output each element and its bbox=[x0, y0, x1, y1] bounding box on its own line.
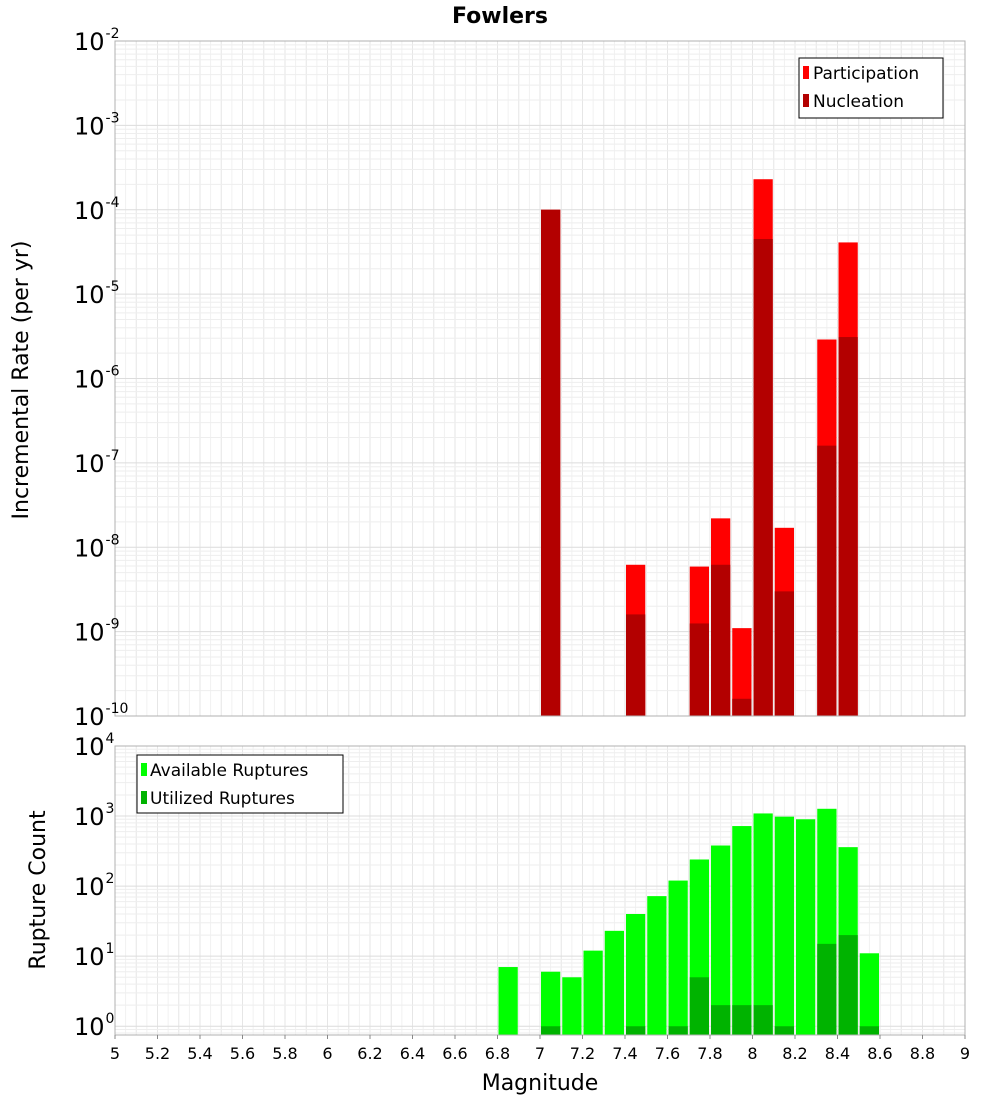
x-tick-label: 5.8 bbox=[272, 1044, 297, 1063]
available-ruptures-bar bbox=[732, 826, 752, 1035]
nucleation-bar bbox=[626, 614, 646, 716]
top-grid bbox=[114, 40, 966, 717]
top-y-tick-label: 10-8 bbox=[74, 532, 120, 562]
nucleation-bar bbox=[732, 698, 752, 716]
legend-label-utilized: Utilized Ruptures bbox=[150, 789, 295, 809]
available-ruptures-bar bbox=[647, 896, 667, 1035]
bottom-legend-box bbox=[136, 754, 344, 814]
x-tick-label: 7 bbox=[535, 1044, 545, 1063]
x-tick-label: 6.6 bbox=[442, 1044, 467, 1063]
x-tick-label: 7.6 bbox=[655, 1044, 680, 1063]
bottom-y-tick-label: 104 bbox=[74, 731, 115, 761]
incremental-rate-panel: 10-2 10-3 10-4 10-5 10-6 10-7 10-8 10-9 10-10 Fo… bbox=[9, 4, 966, 731]
legend-swatch-utilized bbox=[141, 791, 147, 804]
top-y-tick-label: 10-9 bbox=[74, 617, 120, 647]
x-tick-label: 7.2 bbox=[570, 1044, 595, 1063]
x-tick-label: 8.4 bbox=[825, 1044, 850, 1063]
x-tick-label: 8.8 bbox=[910, 1044, 935, 1063]
utilized-ruptures-bar bbox=[732, 1005, 752, 1035]
utilized-ruptures-bar bbox=[859, 1026, 879, 1035]
x-tick-label: 7.8 bbox=[697, 1044, 722, 1063]
bottom-legend: Available Ruptures Utilized Ruptures bbox=[136, 754, 344, 814]
utilized-ruptures-bar bbox=[774, 1026, 794, 1035]
nucleation-bar bbox=[817, 445, 837, 716]
bottom-y-tick-label: 102 bbox=[74, 871, 114, 901]
nucleation-bar bbox=[541, 209, 561, 716]
x-tick-label: 6 bbox=[322, 1044, 332, 1063]
x-tick-label: 5 bbox=[110, 1044, 120, 1063]
available-ruptures-bar bbox=[668, 880, 688, 1035]
top-y-tick-label: 10-5 bbox=[74, 279, 120, 309]
utilized-ruptures-bar bbox=[689, 977, 709, 1035]
top-y-tick-labels: 10-2 10-3 10-4 10-5 10-6 10-7 10-8 10-9 10-10 bbox=[74, 26, 128, 731]
nucleation-bar bbox=[838, 337, 858, 716]
utilized-ruptures-bar bbox=[626, 1026, 646, 1035]
top-y-tick-label: 10-7 bbox=[74, 448, 120, 478]
bottom-y-tick-label: 100 bbox=[74, 1011, 114, 1041]
top-plot-frame bbox=[114, 40, 966, 717]
available-ruptures-bar bbox=[774, 816, 794, 1035]
available-ruptures-bar bbox=[541, 971, 561, 1035]
available-ruptures-bar bbox=[796, 819, 816, 1035]
x-tick-label: 8 bbox=[747, 1044, 757, 1063]
participation-bar bbox=[732, 628, 752, 716]
nucleation-bar bbox=[753, 239, 773, 716]
available-ruptures-bar bbox=[498, 967, 518, 1035]
x-tick-label: 5.6 bbox=[230, 1044, 255, 1063]
available-ruptures-bar bbox=[626, 914, 646, 1035]
x-tick-label: 8.6 bbox=[867, 1044, 892, 1063]
top-y-tick-label: 10-10 bbox=[74, 701, 128, 731]
top-bars bbox=[541, 179, 858, 716]
x-tick-label: 6.2 bbox=[357, 1044, 382, 1063]
x-tick-label: 6.4 bbox=[400, 1044, 425, 1063]
top-y-tick-label: 10-6 bbox=[74, 364, 120, 394]
legend-label-nucleation: Nucleation bbox=[813, 92, 904, 112]
top-legend: Participation Nucleation bbox=[798, 57, 944, 119]
available-ruptures-bar bbox=[753, 813, 773, 1035]
available-ruptures-bar bbox=[711, 845, 731, 1035]
nucleation-bar bbox=[774, 591, 794, 716]
x-tick-label: 5.2 bbox=[145, 1044, 170, 1063]
x-tick-labels: 5 5.2 5.4 5.6 5.8 6 6.2 6.4 6.6 6.8 7 7.2 7.4 7.6 7.8 8… bbox=[110, 1035, 970, 1063]
utilized-ruptures-bar bbox=[817, 943, 837, 1035]
top-y-tick-label: 10-2 bbox=[74, 26, 120, 56]
utilized-ruptures-bar bbox=[668, 1026, 688, 1035]
utilized-ruptures-bar bbox=[838, 935, 858, 1035]
chart-title: Fowlers bbox=[452, 4, 548, 29]
bottom-bars bbox=[498, 808, 879, 1035]
available-ruptures-bar bbox=[859, 953, 879, 1035]
rupture-count-panel: 104 103 102 101 100 5 5.2 5.4 5.6 5.8 6 6.2 6.4 6.6 6… bbox=[26, 731, 970, 1096]
bottom-y-tick-labels: 104 103 102 101 100 bbox=[74, 731, 115, 1041]
bottom-y-axis-label: Rupture Count bbox=[26, 810, 51, 970]
nucleation-bar bbox=[711, 564, 731, 716]
legend-swatch-nucleation bbox=[803, 94, 809, 107]
x-tick-label: 5.4 bbox=[187, 1044, 212, 1063]
top-y-tick-label: 10-3 bbox=[74, 110, 120, 140]
utilized-ruptures-bar bbox=[541, 1026, 561, 1035]
top-y-tick-label: 10-4 bbox=[74, 195, 120, 225]
utilized-ruptures-bar bbox=[753, 1005, 773, 1035]
top-y-axis-label: Incremental Rate (per yr) bbox=[9, 241, 34, 520]
bottom-y-tick-label: 103 bbox=[74, 801, 114, 831]
available-ruptures-bar bbox=[583, 950, 603, 1035]
bottom-y-tick-label: 101 bbox=[74, 941, 114, 971]
nucleation-bar bbox=[689, 623, 709, 716]
x-axis-label: Magnitude bbox=[482, 1071, 599, 1096]
available-ruptures-bar bbox=[562, 977, 582, 1035]
available-ruptures-bar bbox=[604, 930, 624, 1035]
legend-label-participation: Participation bbox=[813, 64, 919, 84]
top-legend-box bbox=[798, 57, 944, 119]
x-tick-label: 9 bbox=[960, 1044, 970, 1063]
legend-swatch-participation bbox=[803, 66, 809, 79]
x-tick-label: 6.8 bbox=[485, 1044, 510, 1063]
x-tick-label: 8.2 bbox=[782, 1044, 807, 1063]
x-tick-label: 7.4 bbox=[612, 1044, 637, 1063]
legend-label-available: Available Ruptures bbox=[150, 761, 308, 781]
legend-swatch-available bbox=[141, 763, 147, 776]
utilized-ruptures-bar bbox=[711, 1005, 731, 1035]
